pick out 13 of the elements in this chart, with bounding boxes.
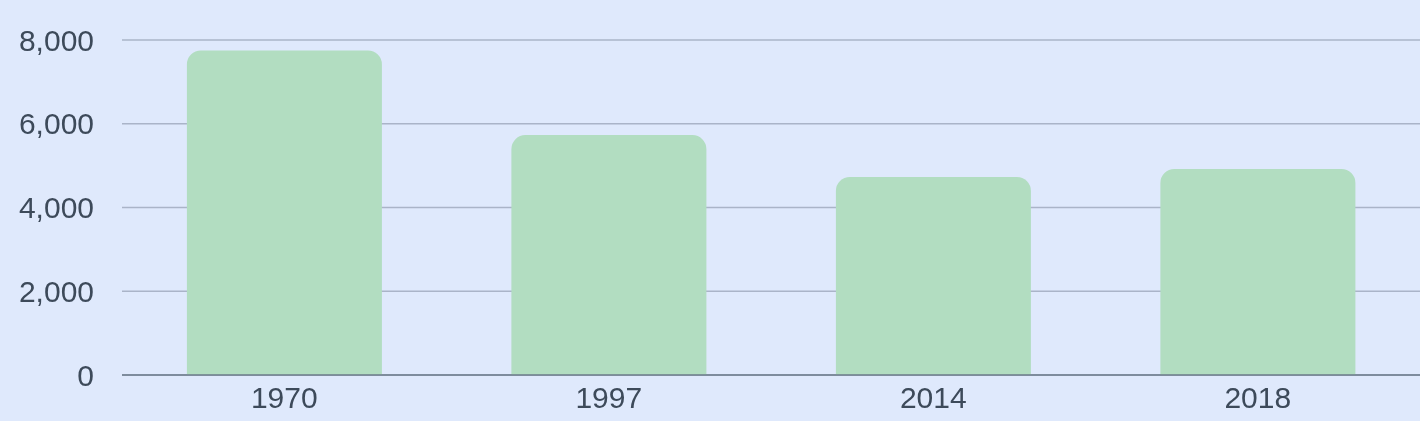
y-tick-label: 2,000 [18,274,94,308]
y-tick-label: 0 [77,358,94,392]
y-tick-label: 8,000 [18,23,94,57]
x-tick-label: 1997 [575,381,643,415]
x-tick-label: 2014 [899,381,967,415]
x-tick-label: 1970 [250,381,318,415]
y-tick-label: 4,000 [18,191,94,225]
bar [511,135,707,375]
y-tick-label: 6,000 [18,107,94,141]
bar [1160,168,1356,375]
bar [186,50,382,375]
x-tick-label: 2018 [1224,381,1292,415]
bar [835,176,1031,375]
